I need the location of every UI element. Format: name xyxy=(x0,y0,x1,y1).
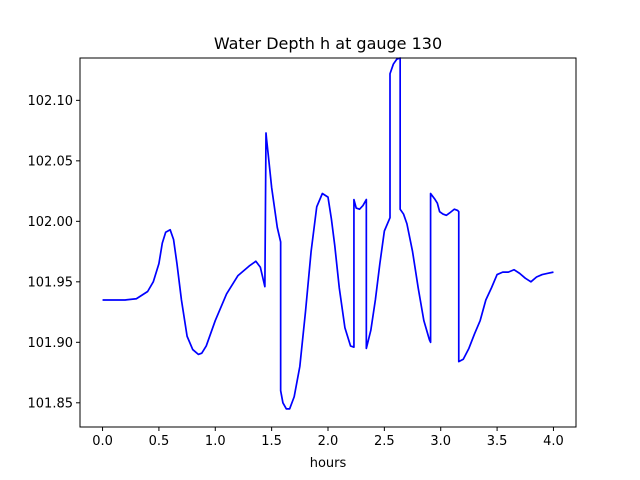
x-axis: 0.0 0.5 1.0 1.5 2.0 2.5 3.0 3.5 4.0 xyxy=(92,427,564,449)
x-axis-label: hours xyxy=(310,456,347,471)
x-tick-label: 2.5 xyxy=(374,434,395,449)
series-line-0 xyxy=(102,57,554,410)
x-tick-label: 4.0 xyxy=(543,434,564,449)
x-tick-label: 3.5 xyxy=(487,434,508,449)
y-tick-label: 101.90 xyxy=(28,336,74,351)
chart-title: Water Depth h at gauge 130 xyxy=(214,34,442,53)
y-tick-label: 101.85 xyxy=(28,396,74,411)
x-tick-label: 0.5 xyxy=(149,434,170,449)
y-tick-label: 102.05 xyxy=(28,154,74,169)
y-tick-label: 101.95 xyxy=(28,275,74,290)
x-tick-label: 0.0 xyxy=(92,434,113,449)
x-tick-label: 2.0 xyxy=(318,434,339,449)
y-tick-label: 102.10 xyxy=(28,94,74,109)
x-tick-label: 1.5 xyxy=(261,434,282,449)
x-tick-label: 1.0 xyxy=(205,434,226,449)
y-axis: 101.85 101.90 101.95 102.00 102.05 102.10 xyxy=(28,94,80,411)
y-tick-label: 102.00 xyxy=(28,215,74,230)
x-tick-label: 3.0 xyxy=(430,434,451,449)
